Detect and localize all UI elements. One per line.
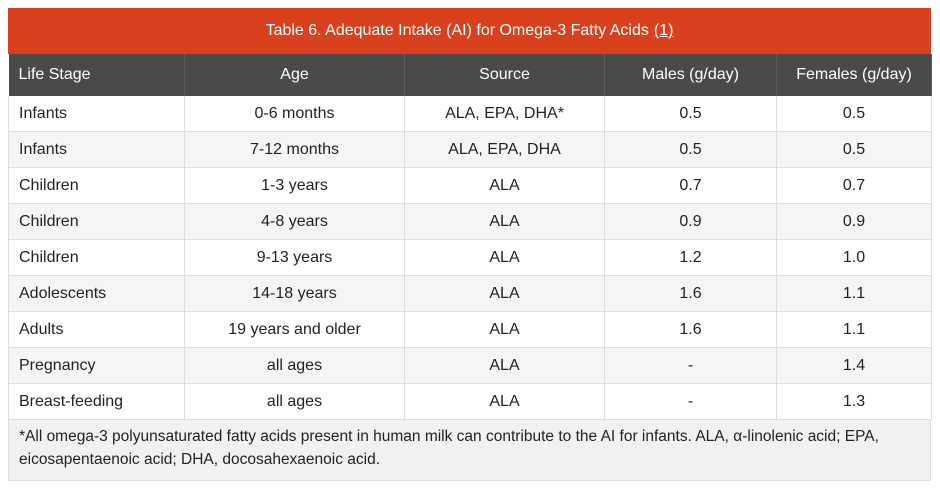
cell-age: all ages [184,347,405,384]
cell-source: ALA, EPA, DHA* [404,96,605,132]
cell-age: 4-8 years [184,203,405,240]
header-row: Life Stage Age Source Males (g/day) Fema… [8,54,932,96]
table-footnote: *All omega-3 polyunsaturated fatty acids… [8,420,931,481]
cell-age: 19 years and older [184,311,405,348]
cell-males: 1.2 [604,239,777,276]
cell-source: ALA [404,203,605,240]
omega3-ai-table-container: Table 6. Adequate Intake (AI) for Omega-… [8,8,932,481]
cell-life-stage: Children [8,167,185,204]
cell-source: ALA, EPA, DHA [404,131,605,168]
table-row: Adolescents 14-18 years ALA 1.6 1.1 [8,275,932,312]
table-row: Infants 0-6 months ALA, EPA, DHA* 0.5 0.5 [8,96,932,132]
cell-source: ALA [404,347,605,384]
cell-males: - [604,347,777,384]
cell-age: 0-6 months [184,96,405,132]
cell-life-stage: Infants [8,96,185,132]
cell-source: ALA [404,275,605,312]
table-row: Pregnancy all ages ALA -1.4 [8,347,932,384]
cell-females: 1.4 [776,347,932,384]
cell-females: 1.1 [776,311,932,348]
cell-females: 0.7 [776,167,932,204]
cell-age: 14-18 years [184,275,405,312]
intake-table: Life Stage Age Source Males (g/day) Fema… [8,54,932,420]
cell-age: 7-12 months [184,131,405,168]
cell-females: 0.5 [776,96,932,132]
table-row: Children 1-3 years ALA 0.7 0.7 [8,167,932,204]
header-life-stage: Life Stage [8,54,185,96]
cell-source: ALA [404,383,605,420]
cell-males: 0.5 [604,96,777,132]
cell-males: 0.5 [604,131,777,168]
cell-females: 1.1 [776,275,932,312]
cell-males: 0.7 [604,167,777,204]
table-caption: Table 6. Adequate Intake (AI) for Omega-… [8,8,931,54]
header-source: Source [404,54,605,96]
cell-source: ALA [404,167,605,204]
table-caption-text: Table 6. Adequate Intake (AI) for Omega-… [265,22,649,39]
cell-life-stage: Pregnancy [8,347,185,384]
cell-age: 1-3 years [184,167,405,204]
cell-life-stage: Adults [8,311,185,348]
cell-males: - [604,383,777,420]
cell-males: 0.9 [604,203,777,240]
cell-life-stage: Infants [8,131,185,168]
cell-females: 0.9 [776,203,932,240]
cell-life-stage: Adolescents [8,275,185,312]
reference-link[interactable]: (1) [653,22,674,39]
cell-age: 9-13 years [184,239,405,276]
cell-life-stage: Breast-feeding [8,383,185,420]
cell-life-stage: Children [8,239,185,276]
table-row: Infants 7-12 months ALA, EPA, DHA 0.5 0.5 [8,131,932,168]
cell-life-stage: Children [8,203,185,240]
table-row: Children 9-13 years ALA 1.2 1.0 [8,239,932,276]
table-row: Children 4-8 years ALA 0.9 0.9 [8,203,932,240]
cell-source: ALA [404,311,605,348]
header-age: Age [184,54,405,96]
header-females: Females (g/day) [776,54,932,96]
cell-females: 1.3 [776,383,932,420]
cell-females: 1.0 [776,239,932,276]
cell-males: 1.6 [604,311,777,348]
cell-source: ALA [404,239,605,276]
cell-males: 1.6 [604,275,777,312]
cell-females: 0.5 [776,131,932,168]
cell-age: all ages [184,383,405,420]
table-row: Adults 19 years and older ALA 1.6 1.1 [8,311,932,348]
table-row: Breast-feeding all ages ALA -1.3 [8,383,932,420]
header-males: Males (g/day) [604,54,777,96]
